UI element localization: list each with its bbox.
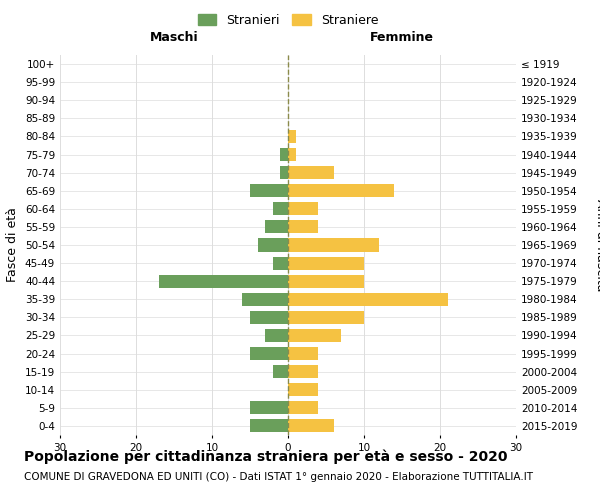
Bar	[250, 311, 288, 324]
Bar	[250, 420, 288, 432]
Bar	[288, 184, 394, 197]
Bar	[288, 238, 379, 252]
Bar	[257, 238, 288, 252]
Bar	[288, 293, 448, 306]
Bar	[280, 166, 288, 179]
Bar	[288, 274, 364, 287]
Text: COMUNE DI GRAVEDONA ED UNITI (CO) - Dati ISTAT 1° gennaio 2020 - Elaborazione TU: COMUNE DI GRAVEDONA ED UNITI (CO) - Dati…	[24, 472, 533, 482]
Y-axis label: Anni di nascita: Anni di nascita	[594, 198, 600, 291]
Bar	[288, 420, 334, 432]
Bar	[288, 202, 319, 215]
Bar	[273, 202, 288, 215]
Text: Popolazione per cittadinanza straniera per età e sesso - 2020: Popolazione per cittadinanza straniera p…	[24, 450, 508, 464]
Text: Femmine: Femmine	[370, 31, 434, 44]
Y-axis label: Fasce di età: Fasce di età	[7, 208, 19, 282]
Bar	[288, 220, 319, 234]
Bar	[250, 402, 288, 414]
Bar	[273, 365, 288, 378]
Bar	[265, 329, 288, 342]
Bar	[250, 184, 288, 197]
Bar	[288, 256, 364, 270]
Bar	[288, 311, 364, 324]
Bar	[280, 148, 288, 161]
Bar	[265, 220, 288, 234]
Bar	[288, 329, 341, 342]
Bar	[288, 365, 319, 378]
Bar	[288, 148, 296, 161]
Text: Maschi: Maschi	[149, 31, 199, 44]
Bar	[273, 256, 288, 270]
Bar	[250, 347, 288, 360]
Bar	[288, 402, 319, 414]
Bar	[159, 274, 288, 287]
Bar	[288, 347, 319, 360]
Legend: Stranieri, Straniere: Stranieri, Straniere	[193, 8, 383, 32]
Bar	[242, 293, 288, 306]
Bar	[288, 166, 334, 179]
Bar	[288, 383, 319, 396]
Bar	[288, 130, 296, 143]
